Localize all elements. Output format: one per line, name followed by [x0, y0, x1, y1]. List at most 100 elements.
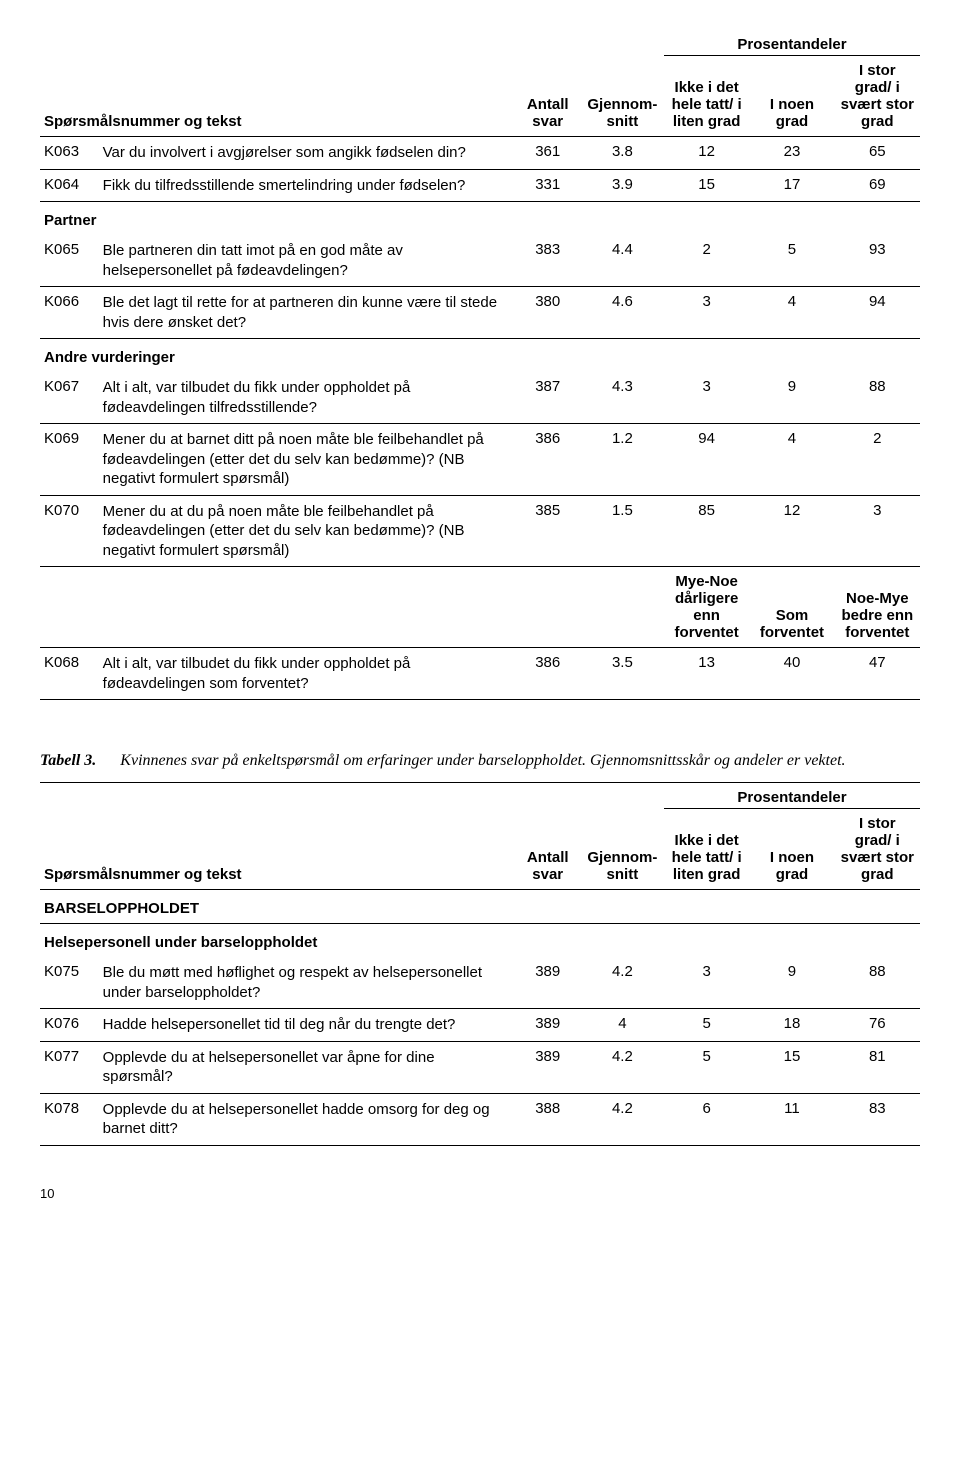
q-code: K064	[40, 169, 99, 202]
q-c3: 2	[835, 424, 920, 496]
q-n: 385	[515, 495, 581, 567]
q-n: 386	[515, 648, 581, 700]
q-code: K067	[40, 372, 99, 424]
q-code: K065	[40, 235, 99, 287]
col-header-c2: I noen grad	[749, 56, 834, 137]
table-row: K063 Var du involvert i avgjørelser som …	[40, 137, 920, 170]
col-header-question: Spørsmålsnummer og tekst	[40, 56, 515, 137]
table-caption: Tabell 3. Kvinnenes svar på enkeltspørsm…	[40, 750, 920, 772]
q-code: K078	[40, 1093, 99, 1145]
table-2: Prosentandeler Spørsmålsnummer og tekst …	[40, 782, 920, 1146]
q-c3: 81	[835, 1041, 920, 1093]
q-c2: 5	[749, 235, 834, 287]
q-c1: 6	[664, 1093, 749, 1145]
q-c1: 3	[664, 287, 749, 339]
q-n: 380	[515, 287, 581, 339]
q-c2: 17	[749, 169, 834, 202]
q-c3: 83	[835, 1093, 920, 1145]
table-row: K064 Fikk du tilfredsstillende smertelin…	[40, 169, 920, 202]
table-row: K066 Ble det lagt til rette for at partn…	[40, 287, 920, 339]
q-c1: 5	[664, 1041, 749, 1093]
q-mean: 3.5	[581, 648, 664, 700]
q-code: K077	[40, 1041, 99, 1093]
q-code: K069	[40, 424, 99, 496]
q-n: 386	[515, 424, 581, 496]
col-header-n: Antall svar	[515, 56, 581, 137]
caption-number: Tabell 3.	[40, 752, 96, 769]
q-c3: 47	[835, 648, 920, 700]
page-number: 10	[40, 1186, 54, 1201]
col-header2-c1: Mye-Noe dårligere enn forventet	[664, 567, 749, 648]
q-n: 388	[515, 1093, 581, 1145]
q-c1: 15	[664, 169, 749, 202]
q-c3: 69	[835, 169, 920, 202]
q-mean: 3.9	[581, 169, 664, 202]
q-text: Opplevde du at helsepersonellet hadde om…	[99, 1093, 515, 1145]
q-mean: 4.3	[581, 372, 664, 424]
q-c3: 88	[835, 957, 920, 1009]
q-c3: 94	[835, 287, 920, 339]
q-mean: 4.6	[581, 287, 664, 339]
q-c2: 4	[749, 424, 834, 496]
caption-text: Kvinnenes svar på enkeltspørsmål om erfa…	[120, 752, 845, 769]
col-header-c3: I stor grad/ i svært stor grad	[835, 56, 920, 137]
q-c3: 76	[835, 1009, 920, 1042]
col-header-c1: Ikke i det hele tatt/ i liten grad	[664, 56, 749, 137]
table-row: K069 Mener du at barnet ditt på noen måt…	[40, 424, 920, 496]
q-c2: 15	[749, 1041, 834, 1093]
q-c2: 18	[749, 1009, 834, 1042]
col-header-c3-2: I stor grad/ i svært stor grad	[835, 809, 920, 890]
q-text: Mener du at barnet ditt på noen måte ble…	[99, 424, 515, 496]
q-text: Fikk du tilfredsstillende smertelindring…	[99, 169, 515, 202]
q-c1: 3	[664, 957, 749, 1009]
q-n: 389	[515, 1041, 581, 1093]
q-c2: 11	[749, 1093, 834, 1145]
section-partner: Partner	[40, 202, 920, 236]
q-mean: 4.2	[581, 1041, 664, 1093]
col-header-question-2: Spørsmålsnummer og tekst	[40, 809, 515, 890]
q-c2: 12	[749, 495, 834, 567]
q-c3: 65	[835, 137, 920, 170]
q-text: Ble det lagt til rette for at partneren …	[99, 287, 515, 339]
super-header-prosentandeler: Prosentandeler	[664, 30, 920, 56]
q-text: Mener du at du på noen måte ble feilbeha…	[99, 495, 515, 567]
q-text: Alt i alt, var tilbudet du fikk under op…	[99, 648, 515, 700]
section-andre: Andre vurderinger	[40, 339, 920, 373]
q-n: 331	[515, 169, 581, 202]
super-header-prosentandeler-2: Prosentandeler	[664, 783, 920, 809]
q-code: K075	[40, 957, 99, 1009]
q-n: 361	[515, 137, 581, 170]
q-text: Ble du møtt med høflighet og respekt av …	[99, 957, 515, 1009]
section-helse: Helsepersonell under barseloppholdet	[40, 924, 920, 958]
q-text: Hadde helsepersonellet tid til deg når d…	[99, 1009, 515, 1042]
q-code: K076	[40, 1009, 99, 1042]
q-n: 387	[515, 372, 581, 424]
table-row: K065 Ble partneren din tatt imot på en g…	[40, 235, 920, 287]
q-c1: 85	[664, 495, 749, 567]
q-code: K063	[40, 137, 99, 170]
q-n: 389	[515, 1009, 581, 1042]
q-text: Alt i alt, var tilbudet du fikk under op…	[99, 372, 515, 424]
table-row: K077 Opplevde du at helsepersonellet var…	[40, 1041, 920, 1093]
q-mean: 1.5	[581, 495, 664, 567]
q-mean: 4	[581, 1009, 664, 1042]
q-mean: 4.4	[581, 235, 664, 287]
q-c2: 23	[749, 137, 834, 170]
q-mean: 4.2	[581, 1093, 664, 1145]
col-header-c1-2: Ikke i det hele tatt/ i liten grad	[664, 809, 749, 890]
q-c1: 94	[664, 424, 749, 496]
q-c1: 3	[664, 372, 749, 424]
table-row: K070 Mener du at du på noen måte ble fei…	[40, 495, 920, 567]
section-barsel: BARSELOPPHOLDET	[40, 890, 920, 924]
q-text: Opplevde du at helsepersonellet var åpne…	[99, 1041, 515, 1093]
table-1: Prosentandeler Spørsmålsnummer og tekst …	[40, 30, 920, 700]
q-text: Ble partneren din tatt imot på en god må…	[99, 235, 515, 287]
col-header2-c3: Noe-Mye bedre enn forventet	[835, 567, 920, 648]
table-row: K075 Ble du møtt med høflighet og respek…	[40, 957, 920, 1009]
q-code: K066	[40, 287, 99, 339]
q-mean: 1.2	[581, 424, 664, 496]
table-row: K068 Alt i alt, var tilbudet du fikk und…	[40, 648, 920, 700]
q-c2: 40	[749, 648, 834, 700]
col-header-n-2: Antall svar	[515, 809, 581, 890]
q-code: K068	[40, 648, 99, 700]
